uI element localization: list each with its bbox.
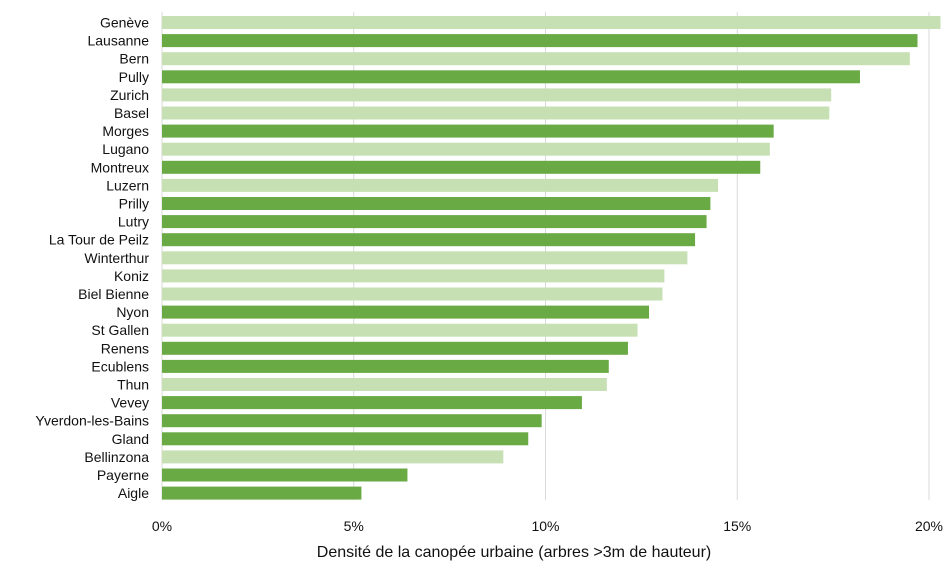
bar	[162, 269, 665, 283]
bar	[162, 486, 362, 500]
bar	[162, 414, 542, 428]
bar	[162, 359, 609, 373]
bar	[162, 287, 663, 301]
category-label: Pully	[119, 69, 149, 85]
bar	[162, 251, 688, 265]
bar	[162, 233, 696, 247]
category-label: Prilly	[119, 196, 149, 212]
category-label: Basel	[114, 105, 149, 121]
category-labels: Genève Lausanne Bern Pully Zurich Basel Morges…	[35, 15, 149, 502]
category-label: Lutry	[118, 214, 149, 230]
x-tick-label: 5%	[344, 518, 364, 534]
category-label: Nyon	[116, 304, 149, 320]
x-tick-labels: 0% 5% 10% 15% 20%	[152, 518, 943, 534]
bar	[162, 52, 910, 66]
bar	[162, 16, 941, 29]
category-label: Lugano	[102, 141, 149, 157]
bar	[162, 160, 761, 174]
bar	[162, 432, 529, 446]
bar	[162, 142, 770, 156]
category-label: Bern	[119, 51, 149, 67]
category-label: Luzern	[106, 177, 149, 193]
bar	[162, 70, 860, 84]
bar	[162, 450, 504, 464]
category-label: Genève	[100, 15, 149, 31]
category-label: Koniz	[114, 268, 149, 284]
x-tick-label: 0%	[152, 518, 172, 534]
bar	[162, 341, 628, 355]
bar	[162, 88, 832, 102]
bar	[162, 323, 638, 337]
category-label: Ecublens	[91, 358, 149, 374]
bar	[162, 106, 830, 120]
category-label: La Tour de Peilz	[49, 232, 149, 248]
bar	[162, 34, 918, 48]
category-label: St Gallen	[91, 322, 149, 338]
bar	[162, 378, 607, 391]
category-label: Aigle	[118, 485, 149, 501]
category-label: Morges	[102, 123, 149, 139]
category-label: Vevey	[111, 395, 149, 411]
bar	[162, 396, 582, 410]
x-tick-label: 15%	[723, 518, 751, 534]
category-label: Payerne	[97, 467, 149, 483]
bar	[162, 305, 650, 319]
category-label: Thun	[117, 377, 149, 393]
bar	[162, 215, 707, 229]
bar	[162, 468, 408, 482]
bar	[162, 124, 774, 138]
x-tick-label: 10%	[531, 518, 559, 534]
category-label: Winterthur	[84, 250, 149, 266]
category-label: Lausanne	[87, 33, 149, 49]
x-tick-label: 20%	[915, 518, 943, 534]
category-label: Renens	[101, 340, 149, 356]
category-label: Gland	[112, 431, 149, 447]
category-label: Montreux	[91, 159, 149, 175]
category-label: Bellinzona	[84, 449, 149, 465]
category-label: Zurich	[110, 87, 149, 103]
category-label: Biel Bienne	[78, 286, 149, 302]
category-label: Yverdon-les-Bains	[35, 413, 149, 429]
bar	[162, 178, 719, 192]
x-axis-title: Densité de la canopée urbaine (arbres >3…	[317, 544, 711, 561]
bars	[162, 16, 941, 500]
bar	[162, 197, 711, 210]
